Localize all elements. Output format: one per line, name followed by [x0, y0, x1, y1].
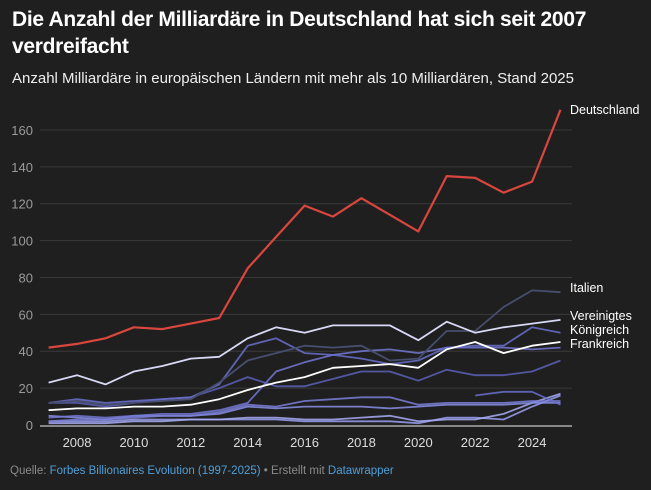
series-line-deutschland — [48, 109, 562, 349]
series-label: Deutschland — [570, 103, 640, 117]
x-tick-label: 2016 — [290, 435, 319, 450]
x-tick-label: 2012 — [176, 435, 205, 450]
x-tick-label: 2008 — [63, 435, 92, 450]
series-line-country-1 — [48, 392, 561, 425]
series-line-country-3 — [48, 396, 561, 423]
series-label: Vereinigtes — [570, 309, 632, 323]
series-line-country-6 — [48, 359, 561, 408]
series-line-country-4 — [475, 390, 561, 406]
series-label: Italien — [570, 281, 603, 295]
series-line-country-5 — [48, 346, 561, 419]
series-line-country-7 — [48, 326, 561, 404]
series-label: Königreich — [570, 323, 629, 337]
x-tick-label: 2022 — [461, 435, 490, 450]
y-tick-label: 100 — [11, 234, 33, 249]
datawrapper-link[interactable]: Datawrapper — [327, 465, 394, 477]
footer: Quelle: Forbes Billionaires Evolution (1… — [10, 465, 394, 477]
series-line-frankreich — [48, 341, 561, 412]
y-tick-label: 40 — [19, 344, 33, 359]
series-line-italien — [48, 289, 561, 406]
separator: • — [263, 465, 268, 477]
y-tick-label: 60 — [19, 307, 33, 322]
x-tick-label: 2024 — [518, 435, 547, 450]
series-line-vereinigtes-königreich — [48, 319, 561, 386]
x-tick-label: 2010 — [119, 435, 148, 450]
y-tick-label: 140 — [11, 160, 33, 175]
source-label: Quelle: — [10, 465, 47, 477]
source-link[interactable]: Forbes Billionaires Evolution (1997-2025… — [49, 465, 261, 477]
x-tick-label: 2018 — [347, 435, 376, 450]
created-label: Erstellt mit — [271, 465, 325, 477]
y-tick-label: 0 — [26, 418, 33, 433]
x-tick-label: 2014 — [233, 435, 262, 450]
y-tick-label: 160 — [11, 123, 33, 138]
series-label: Frankreich — [570, 337, 629, 351]
y-tick-label: 20 — [19, 381, 33, 396]
x-tick-label: 2020 — [404, 435, 433, 450]
y-tick-label: 80 — [19, 270, 33, 285]
chart-title: Die Anzahl der Milliardäre in Deutschlan… — [12, 8, 587, 58]
y-tick-label: 120 — [11, 197, 33, 212]
chart-subtitle: Anzahl Milliardäre in europäischen Lände… — [12, 70, 574, 87]
series-line-country-0 — [48, 394, 561, 425]
